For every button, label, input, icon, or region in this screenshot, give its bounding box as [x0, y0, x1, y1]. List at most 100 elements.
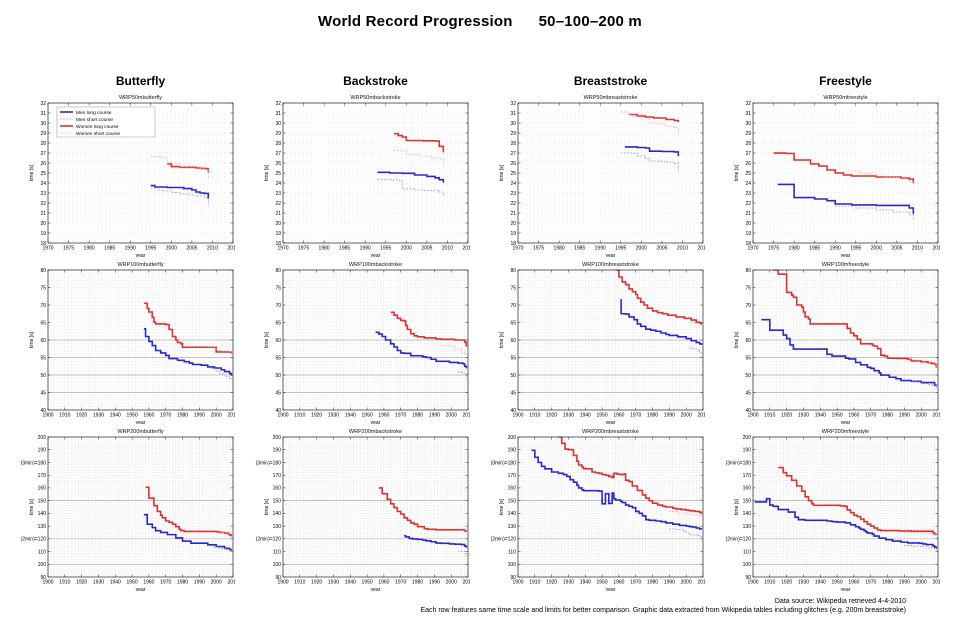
svg-text:1940: 1940 [345, 413, 356, 419]
y-axis-label: time [s] [29, 164, 35, 181]
svg-text:2010: 2010 [227, 413, 235, 419]
plot-box [282, 102, 469, 244]
svg-text:1980: 1980 [177, 413, 188, 419]
svg-text:(3min)=180: (3min)=180 [21, 460, 47, 466]
series-women-short [439, 344, 467, 357]
chart-WRP100mbutterfly: 1900 1910 1920 1930 1940 1950 1960 1970 1980 1990… [29, 262, 235, 424]
x-axis-label: year [841, 587, 851, 591]
svg-text:26: 26 [745, 161, 751, 167]
svg-text:1910: 1910 [59, 413, 70, 419]
y-axis-label: time [s] [734, 498, 740, 515]
plot-box [282, 269, 469, 411]
series-men-short [909, 380, 937, 389]
series-women-long [629, 113, 680, 123]
svg-text:1990: 1990 [360, 246, 371, 252]
svg-text:110: 110 [38, 549, 46, 555]
svg-text:1940: 1940 [580, 580, 591, 586]
svg-text:60: 60 [275, 338, 281, 344]
svg-text:130: 130 [273, 524, 282, 530]
svg-text:130: 130 [508, 524, 517, 530]
svg-text:1990: 1990 [595, 246, 606, 252]
column-header-breaststroke: Breaststroke [573, 74, 648, 88]
svg-text:27: 27 [745, 151, 751, 157]
svg-text:29: 29 [745, 131, 751, 137]
svg-text:1975: 1975 [768, 246, 779, 252]
axis-ticks: 1970 1975 1980 1985 1990 1995 2000 2005 2010 2015… [510, 101, 705, 252]
svg-text:170: 170 [38, 473, 47, 479]
svg-text:1900: 1900 [747, 413, 758, 419]
svg-text:1980: 1980 [789, 246, 800, 252]
svg-text:2000: 2000 [681, 413, 692, 419]
svg-text:1930: 1930 [328, 413, 339, 419]
svg-text:2000: 2000 [211, 413, 222, 419]
chart-title: WRP100mfreestyle [822, 262, 869, 268]
svg-text:2000: 2000 [211, 580, 222, 586]
chart-WRP200mbreaststroke: 1900 1910 1920 1930 1940 1950 1960 1970 1980 1990… [491, 429, 705, 591]
svg-text:1960: 1960 [143, 413, 154, 419]
svg-text:1985: 1985 [339, 246, 350, 252]
svg-text:1995: 1995 [145, 246, 156, 252]
svg-text:27: 27 [510, 151, 516, 157]
grid [752, 102, 939, 244]
series-women-long [394, 132, 445, 153]
grid [517, 269, 704, 411]
svg-text:65: 65 [745, 320, 751, 326]
chart-WRP100mbackstroke: 1900 1910 1920 1930 1940 1950 1960 1970 1980 1990… [264, 262, 470, 424]
svg-text:170: 170 [743, 473, 752, 479]
svg-text:40: 40 [510, 408, 516, 414]
svg-text:19: 19 [745, 231, 751, 237]
svg-text:32: 32 [510, 101, 516, 107]
series-men-short [377, 178, 444, 197]
svg-text:2000: 2000 [916, 413, 927, 419]
plot-box [752, 436, 939, 578]
svg-text:1950: 1950 [832, 413, 843, 419]
grid [47, 436, 234, 578]
svg-text:20: 20 [510, 221, 516, 227]
svg-text:31: 31 [275, 111, 281, 117]
series-men-long [777, 183, 915, 214]
series-women-long [145, 486, 233, 537]
svg-text:1985: 1985 [574, 246, 585, 252]
svg-text:50: 50 [275, 373, 281, 379]
y-axis-label: time [s] [29, 331, 35, 348]
svg-text:2015: 2015 [697, 246, 705, 252]
svg-text:Men long course: Men long course [76, 110, 112, 116]
svg-text:32: 32 [275, 101, 281, 107]
axis-ticks: 1900 1910 1920 1930 1940 1950 1960 1970 1980 1990… [726, 435, 940, 586]
svg-text:2000: 2000 [636, 246, 647, 252]
svg-text:22: 22 [745, 201, 751, 207]
svg-text:23: 23 [510, 191, 516, 197]
svg-text:1930: 1930 [798, 413, 809, 419]
svg-text:1930: 1930 [93, 413, 104, 419]
y-axis-label: time [s] [734, 164, 740, 181]
svg-text:160: 160 [38, 486, 47, 492]
svg-text:24: 24 [510, 181, 516, 187]
series-women-short [904, 532, 937, 536]
plot-box [517, 102, 704, 244]
series-men-short [904, 545, 937, 550]
y-axis-label: time [s] [734, 331, 740, 348]
svg-text:29: 29 [40, 131, 46, 137]
svg-text:22: 22 [275, 201, 281, 207]
chart-title: WRP50mfreestyle [823, 95, 867, 101]
svg-text:(2min)=120: (2min)=120 [256, 537, 282, 543]
svg-text:160: 160 [273, 486, 282, 492]
series-women-long [558, 436, 703, 514]
svg-text:(3min)=180: (3min)=180 [491, 460, 517, 466]
chart-WRP50mbackstroke: 1970 1975 1980 1985 1990 1995 2000 2005 2010 2015… [264, 95, 470, 257]
chart-WRP200mfreestyle: 1900 1910 1920 1930 1940 1950 1960 1970 1980 1990… [726, 429, 940, 591]
svg-text:18: 18 [745, 241, 751, 247]
series-men-short [689, 347, 702, 356]
svg-text:1900: 1900 [277, 580, 288, 586]
svg-text:45: 45 [275, 390, 281, 396]
svg-text:2010: 2010 [932, 413, 940, 419]
chart-title: WRP200mfreestyle [822, 429, 869, 435]
grid [752, 436, 939, 578]
chart-title: WRP100mbackstroke [349, 262, 402, 268]
svg-text:190: 190 [508, 448, 517, 454]
svg-text:26: 26 [40, 161, 46, 167]
svg-text:40: 40 [745, 408, 751, 414]
svg-text:1960: 1960 [143, 580, 154, 586]
